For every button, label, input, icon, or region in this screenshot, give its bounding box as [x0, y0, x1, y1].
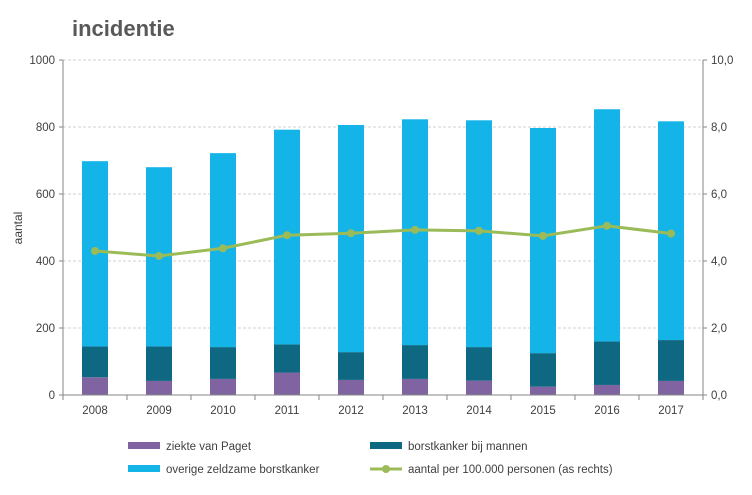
- legend-label: aantal per 100.000 personen (as rechts): [408, 464, 613, 476]
- x-tick-label: 2011: [275, 405, 300, 417]
- bar-segment: [658, 340, 684, 381]
- x-axis-ticks: 2008 2009 2010 2011 2012 2013 2014 2015 2016 2017: [82, 405, 684, 417]
- bar-segment: [530, 128, 556, 354]
- rate-line: [91, 221, 675, 260]
- bar-segment: [530, 386, 556, 395]
- bar-segment: [594, 384, 620, 395]
- legend-swatch: [128, 465, 160, 472]
- y2-tick-label: 6,0: [711, 189, 727, 201]
- axes: [59, 59, 707, 400]
- y2-tick-label: 8,0: [711, 122, 727, 134]
- rate-point: [219, 244, 227, 253]
- rate-point: [475, 226, 483, 235]
- right-axis-ticks: 0,0 2,0 4,0 6,0 8,0 10,0: [711, 55, 733, 402]
- x-tick-label: 2014: [466, 405, 492, 417]
- bar-segment: [82, 346, 108, 378]
- x-tick-label: 2016: [594, 405, 620, 417]
- bar-segment: [210, 378, 236, 395]
- y-tick-label: 0: [49, 390, 55, 402]
- y2-tick-label: 10,0: [711, 55, 733, 67]
- rate-line-path: [94, 224, 672, 258]
- y-axis-label: aantal: [11, 212, 25, 245]
- y2-tick-label: 2,0: [711, 323, 727, 335]
- y-tick-label: 1000: [29, 55, 55, 67]
- bar-segment: [274, 344, 300, 373]
- x-tick-label: 2012: [338, 405, 364, 417]
- x-tick-label: 2008: [82, 405, 108, 417]
- bar-segment: [466, 380, 492, 395]
- bar-segment: [530, 353, 556, 387]
- bar-segment: [210, 347, 236, 379]
- left-axis-ticks: 0 200 400 600 800 1000: [29, 55, 55, 402]
- legend-label: overige zeldzame borstkanker: [166, 464, 320, 476]
- rate-point: [603, 221, 611, 230]
- x-tick-label: 2010: [210, 405, 236, 417]
- x-tick-label: 2013: [402, 405, 428, 417]
- legend-line-marker: [382, 465, 390, 473]
- bar-segment: [82, 377, 108, 395]
- chart-title: incidentie: [72, 16, 175, 41]
- y2-tick-label: 4,0: [711, 256, 727, 268]
- y-tick-label: 800: [36, 122, 55, 134]
- legend-swatch: [370, 442, 402, 449]
- y-tick-label: 600: [36, 189, 55, 201]
- legend-label: ziekte van Paget: [166, 441, 252, 453]
- bar-segment: [338, 124, 364, 353]
- legend-label: borstkanker bij mannen: [408, 441, 528, 453]
- bar-segment: [402, 345, 428, 379]
- rate-point: [411, 225, 419, 234]
- x-tick-label: 2015: [530, 405, 556, 417]
- bar-segment: [658, 380, 684, 395]
- rate-point: [539, 231, 547, 240]
- bars: [82, 109, 684, 395]
- bar-segment: [594, 341, 620, 385]
- legend-swatch: [128, 442, 160, 449]
- rate-point: [155, 251, 163, 260]
- rate-point: [347, 229, 355, 238]
- rate-point: [91, 246, 99, 255]
- bar-segment: [466, 347, 492, 381]
- bar-segment: [146, 346, 172, 381]
- y-tick-label: 400: [36, 256, 55, 268]
- bar-segment: [274, 372, 300, 395]
- y2-tick-label: 0,0: [711, 390, 727, 402]
- bar-segment: [338, 352, 364, 380]
- rate-point: [283, 231, 291, 240]
- bar-segment: [402, 378, 428, 395]
- y-tick-label: 200: [36, 323, 55, 335]
- rate-point: [667, 229, 675, 238]
- x-tick-label: 2009: [146, 405, 172, 417]
- legend: ziekte van Paget borstkanker bij mannen ov…: [128, 441, 613, 476]
- x-tick-label: 2017: [658, 405, 684, 417]
- bar-segment: [338, 379, 364, 395]
- bar-segment: [146, 380, 172, 395]
